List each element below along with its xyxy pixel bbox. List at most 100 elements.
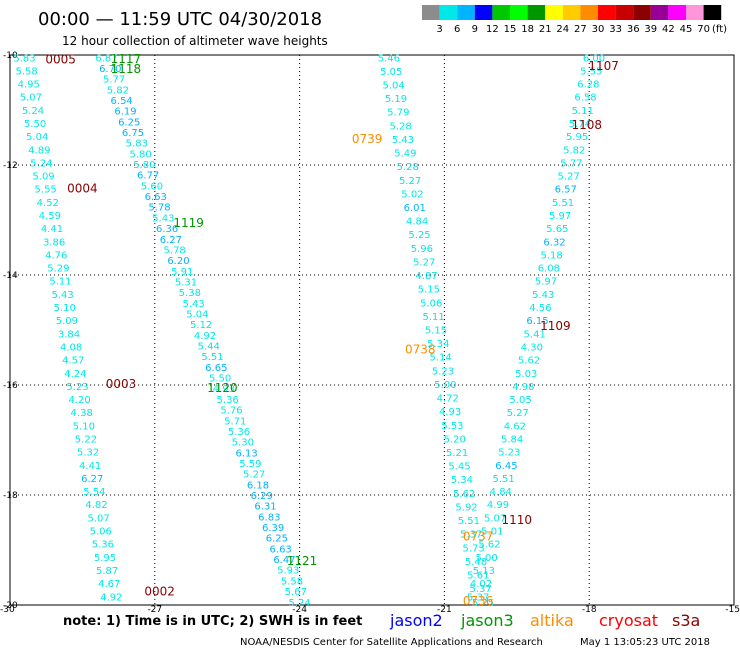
track-value: 4.84 [406,217,428,228]
colorbar-swatch [686,5,704,20]
track-value: 5.44 [198,342,220,353]
track-value: 5.10 [73,421,95,432]
track-value: 4.98 [512,382,534,393]
y-tick-label: -18 [3,491,18,501]
track-value: 5.32 [77,448,99,459]
track-value: 5.12 [190,320,212,331]
track-value: 5.27 [557,172,579,183]
track-value: 6.29 [251,491,273,502]
track-value: 5.24 [30,158,52,169]
track-value: 5.07 [20,93,42,104]
track-value: 5.67 [285,587,307,598]
track-value: 6.63 [145,192,167,203]
track-value: 4.56 [529,303,551,314]
track-value: 5.31 [175,277,197,288]
track-value: 5.92 [455,502,477,513]
track-value: 6.36 [156,224,178,235]
track-value: 5.73 [462,543,484,554]
colorbar-label: 70 [697,24,710,35]
y-tick-label: -14 [3,271,18,281]
track-value: 5.21 [446,448,468,459]
track-value: 5.22 [75,434,97,445]
track-value: 6.47 [273,555,295,566]
legend-s3a: s3a [672,611,700,630]
colorbar-swatch [615,5,634,20]
track-value: 5.28 [390,121,412,132]
track-value: 5.78 [164,245,186,256]
colorbar-label: 12 [486,24,499,35]
track-value: 5.93 [277,566,299,577]
track-value: 5.55 [580,66,602,77]
track-value: 5.24 [288,598,310,609]
track-value: 5.27 [243,470,265,481]
track-value: 3.84 [58,329,80,340]
track-value: 5.59 [239,459,261,470]
track-value: 5.37 [467,592,489,603]
track-value: 5.41 [524,329,546,340]
track-values: 5.83 5.58 4.95 5.07 5.24 5.50 5.04 4.89 5.24 5.09… [13,53,605,609]
track-value: 5.27 [399,176,421,187]
track-value: 6.83 [258,512,280,523]
track-value: 5.61 [467,571,489,582]
colorbar-label: 33 [609,24,622,35]
track-value: 5.30 [232,438,254,449]
track-value: 5.62 [453,489,475,500]
track-value: 5.34 [451,475,473,486]
track-value: 5.54 [83,487,105,498]
track-value: 6.65 [205,363,227,374]
track-value: 4.72 [437,394,459,405]
pass-time-label: 0005 [45,52,76,66]
track-value: 5.18 [541,250,563,261]
colorbar-unit: (ft) [712,24,727,35]
track-value: 4.59 [39,211,61,222]
colorbar-swatch [650,5,669,20]
track-value: 5.78 [148,203,170,214]
track-value: 3.86 [43,237,65,248]
colorbar-swatch [633,5,651,20]
track-value: 5.00 [434,380,456,391]
pass-time-label: 0737 [463,529,494,543]
colorbar-label: 39 [644,24,657,35]
track-value: 6.77 [137,171,159,182]
track-value: 5.83 [13,53,35,64]
x-tick-label: -18 [582,605,597,615]
track-value: 5.28 [397,162,419,173]
track-value: 5.45 [448,462,470,473]
track-value: 6.45 [495,461,517,472]
grid-lines [10,55,734,605]
colorbar-label: 42 [662,24,675,35]
track-value: 5.05 [509,395,531,406]
track-value: 5.09 [32,172,54,183]
track-value: 4.89 [28,145,50,156]
track-value: 5.84 [501,434,523,445]
track-value: 5.80 [129,149,151,160]
pass-time-label: 1120 [207,381,238,395]
pass-time-label: 1109 [540,319,571,333]
track-value: 5.50 [24,119,46,130]
colorbar-label: 36 [627,24,640,35]
plot-area: -30 -27 -24 -21 -18 -15 -10 -12 -14 -16 -18 -20 5.… [0,51,740,615]
track-value: 5.82 [107,85,129,96]
track-value: 5.96 [411,244,433,255]
track-value: 5.24 [22,106,44,117]
track-value: 6.08 [538,264,560,275]
track-value: 4.30 [521,342,543,353]
track-value: 5.11 [49,277,71,288]
colorbar-label: 30 [592,24,605,35]
track-value: 5.37 [470,584,492,595]
track-value: 5.87 [96,566,118,577]
track-value: 6.87 [95,53,117,64]
track-value: 5.14 [430,353,452,364]
colorbar-swatch [474,5,493,20]
y-tick-label: -12 [3,161,18,171]
track-value: 5.97 [549,211,571,222]
track-value: 4.87 [415,271,437,282]
track-value: 4.92 [100,592,122,603]
track-value: 6.25 [118,117,140,128]
legend-altika: altika [530,611,574,630]
track-value: 6.15 [526,316,548,327]
colorbar-swatch [562,5,581,20]
pass-time-label: 0739 [352,132,383,146]
